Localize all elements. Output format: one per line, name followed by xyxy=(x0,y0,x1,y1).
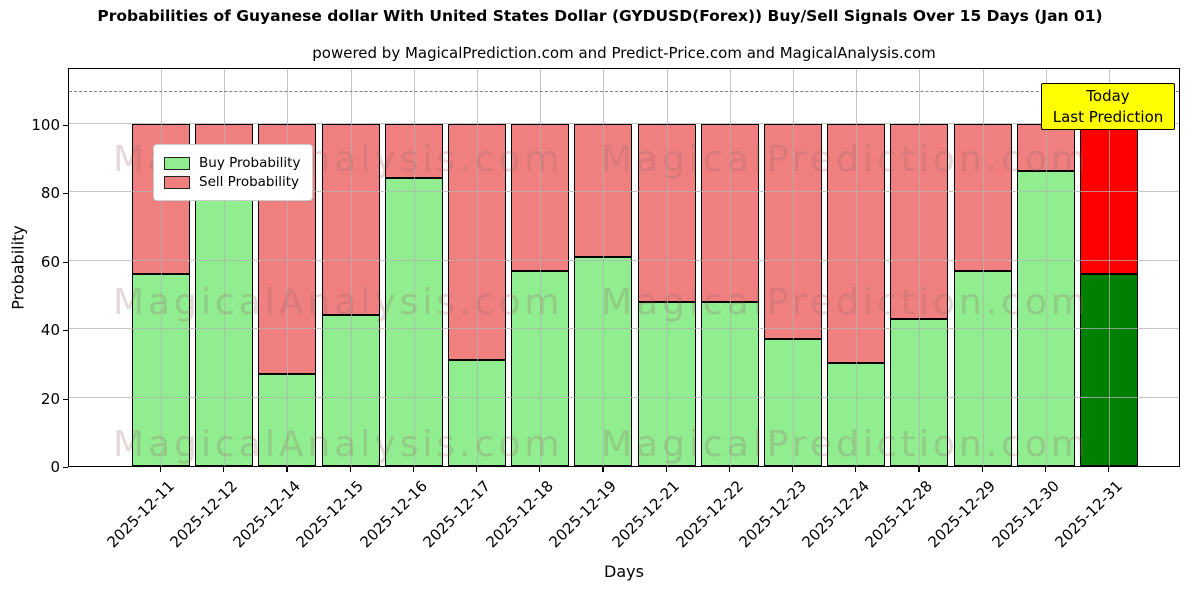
legend-item-sell: Sell Probability xyxy=(164,174,300,190)
watermark-text: MagicalAnalysis.com xyxy=(113,424,564,465)
y-tick-mark xyxy=(63,261,68,263)
vertical-gridline xyxy=(224,69,226,466)
annotation-line2: Last Prediction xyxy=(1052,108,1164,126)
x-tick-label: 2025-12-17 xyxy=(419,477,494,552)
vertical-gridline xyxy=(856,69,858,466)
chart-title: Probabilities of Guyanese dollar With Un… xyxy=(97,7,1103,25)
vertical-gridline xyxy=(477,69,478,466)
y-tick-mark xyxy=(63,330,68,332)
x-tick-mark xyxy=(160,467,162,472)
y-tick-mark xyxy=(63,124,68,126)
x-tick-label: 2025-12-21 xyxy=(608,477,684,552)
plot-area: MagicalAnalysis.com MagicalPrediction.com… xyxy=(68,68,1180,467)
vertical-gridline xyxy=(603,69,605,466)
legend-swatch-buy xyxy=(164,156,190,170)
watermark-text: MagicalAnalysis.com xyxy=(113,282,564,323)
y-tick-label: 0 xyxy=(50,458,60,476)
x-tick-label: 2025-12-22 xyxy=(672,477,747,552)
vertical-gridline xyxy=(666,69,668,466)
y-tick-label: 20 xyxy=(40,389,60,408)
vertical-gridline xyxy=(919,69,921,466)
horizontal-gridline xyxy=(69,328,1179,330)
y-tick-mark xyxy=(63,467,68,469)
x-tick-label: 2025-12-16 xyxy=(356,477,431,552)
x-tick-mark xyxy=(665,467,667,472)
x-tick-label: 2025-12-19 xyxy=(545,477,621,552)
horizontal-gridline xyxy=(69,259,1179,261)
vertical-gridline xyxy=(729,69,731,466)
x-tick-mark xyxy=(286,467,288,472)
x-tick-mark xyxy=(728,467,730,472)
x-tick-mark xyxy=(602,467,604,472)
x-tick-mark xyxy=(476,467,478,472)
x-tick-mark xyxy=(539,467,541,472)
x-tick-label: 2025-12-29 xyxy=(924,477,1000,552)
horizontal-gridline xyxy=(69,122,1179,124)
y-tick-label: 80 xyxy=(40,184,60,202)
watermark-text: MagicalPrediction.com xyxy=(601,424,1090,465)
plot-clip-region: MagicalAnalysis.com MagicalPrediction.com… xyxy=(69,69,1179,466)
y-tick-label: 60 xyxy=(40,252,60,271)
x-tick-label: 2025-12-24 xyxy=(798,477,873,552)
x-tick-label: 2025-12-15 xyxy=(292,477,368,552)
vertical-gridline xyxy=(1045,69,1047,466)
vertical-gridline xyxy=(350,69,352,466)
legend-swatch-sell xyxy=(164,175,190,189)
x-tick-mark xyxy=(981,467,983,472)
x-tick-mark xyxy=(792,467,794,472)
x-tick-label: 2025-12-30 xyxy=(988,477,1063,552)
x-axis-label: Days xyxy=(604,562,644,581)
vertical-gridline xyxy=(982,69,984,466)
y-tick-label: 100 xyxy=(31,115,60,134)
legend-item-buy: Buy Probability xyxy=(164,155,300,171)
chart-subtitle: powered by MagicalPrediction.com and Pre… xyxy=(312,44,936,62)
x-tick-mark xyxy=(412,467,414,472)
y-tick-label: 40 xyxy=(40,321,60,339)
x-tick-mark xyxy=(1044,467,1046,472)
x-tick-label: 2025-12-18 xyxy=(482,477,557,552)
annotation-line1: Today xyxy=(1086,87,1130,105)
today-last-prediction-badge: Today Last Prediction xyxy=(1041,83,1175,130)
legend: Buy Probability Sell Probability xyxy=(153,144,314,201)
x-tick-label: 2025-12-12 xyxy=(166,477,241,552)
x-tick-label: 2025-12-23 xyxy=(735,477,810,552)
vertical-gridline xyxy=(413,69,415,466)
x-tick-mark xyxy=(223,467,225,472)
x-tick-label: 2025-12-28 xyxy=(861,477,937,552)
x-tick-mark xyxy=(349,467,351,472)
x-tick-mark xyxy=(1108,467,1110,472)
x-tick-label: 2025-12-31 xyxy=(1051,477,1126,552)
vertical-gridline xyxy=(793,69,794,466)
y-tick-mark xyxy=(63,398,68,400)
x-tick-mark xyxy=(918,467,920,472)
legend-label-sell: Sell Probability xyxy=(199,174,300,190)
vertical-gridline xyxy=(287,69,289,466)
vertical-gridline xyxy=(1109,69,1110,466)
vertical-gridline xyxy=(161,69,162,466)
horizontal-gridline xyxy=(69,396,1179,398)
x-tick-label: 2025-12-14 xyxy=(229,477,305,552)
x-tick-mark xyxy=(855,467,857,472)
vertical-gridline xyxy=(540,69,542,466)
legend-label-buy: Buy Probability xyxy=(199,155,301,171)
watermark-text: MagicalPrediction.com xyxy=(601,282,1090,323)
y-tick-mark xyxy=(63,193,68,195)
x-tick-label: 2025-12-11 xyxy=(103,477,178,552)
horizontal-gridline xyxy=(69,191,1179,193)
dashed-threshold-line xyxy=(69,91,1179,93)
watermark-text: MagicalPrediction.com xyxy=(601,139,1090,180)
